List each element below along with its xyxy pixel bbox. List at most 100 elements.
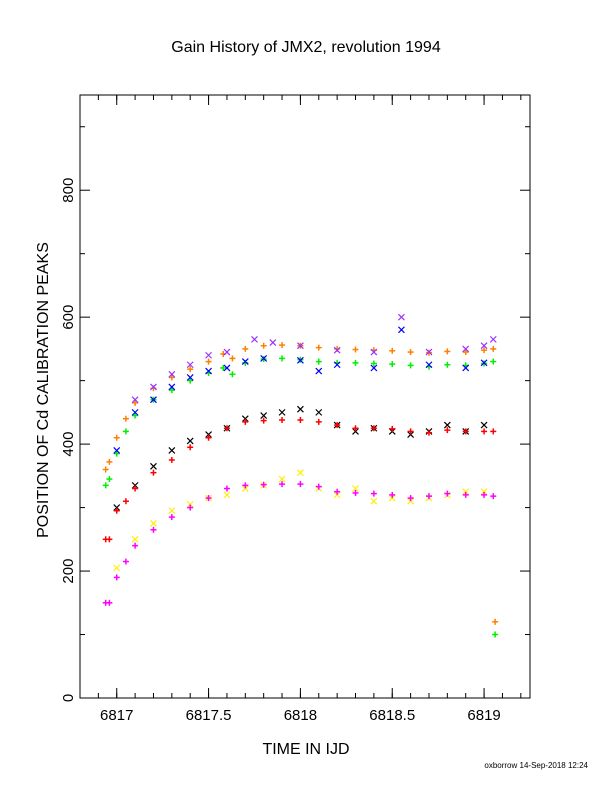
data-point xyxy=(186,374,194,381)
y-tick-label: 800 xyxy=(60,178,77,203)
data-point xyxy=(132,399,139,406)
data-point xyxy=(492,631,499,638)
data-point xyxy=(370,425,377,432)
data-point xyxy=(398,326,405,334)
data-point xyxy=(106,458,113,465)
data-point xyxy=(205,358,212,365)
data-point xyxy=(106,476,113,483)
data-point xyxy=(150,469,157,476)
y-tick-label: 200 xyxy=(60,559,77,584)
data-point xyxy=(186,500,194,508)
data-point xyxy=(370,364,378,372)
data-point xyxy=(223,485,230,492)
data-point xyxy=(370,490,377,497)
data-point xyxy=(352,359,359,366)
data-point xyxy=(187,504,194,511)
data-point xyxy=(122,558,129,565)
data-point xyxy=(106,536,113,543)
data-point xyxy=(251,335,258,343)
data-point xyxy=(407,497,415,505)
data-point xyxy=(132,542,139,549)
data-point xyxy=(425,348,433,356)
y-axis-ticks: 0 200 400 600 800 xyxy=(60,126,530,702)
data-point xyxy=(444,348,451,355)
data-point xyxy=(492,618,499,625)
data-point xyxy=(489,335,497,343)
data-point xyxy=(490,493,497,500)
data-point xyxy=(205,434,212,441)
data-point xyxy=(242,418,249,425)
data-point xyxy=(370,497,378,505)
data-point xyxy=(131,535,139,543)
data-point xyxy=(462,345,470,353)
data-point xyxy=(296,342,304,350)
x-axis-label: TIME IN IJD xyxy=(262,741,349,758)
data-point xyxy=(352,427,359,435)
data-point xyxy=(444,361,451,368)
data-point xyxy=(462,491,469,498)
data-point xyxy=(168,447,176,454)
data-point xyxy=(132,412,139,419)
data-point xyxy=(297,481,304,488)
data-point xyxy=(443,421,451,429)
x-axis-ticks: 6817 6817.5 6818 6818.5 6819 xyxy=(97,95,522,724)
data-point xyxy=(333,491,341,499)
data-points xyxy=(102,313,499,638)
data-point xyxy=(260,412,268,419)
data-point xyxy=(481,491,488,498)
data-point xyxy=(168,387,175,394)
data-point xyxy=(113,574,120,581)
data-point xyxy=(481,347,488,354)
data-point xyxy=(186,437,194,445)
data-point xyxy=(102,482,109,489)
data-point xyxy=(370,360,377,367)
y-tick-label: 0 xyxy=(60,694,77,702)
data-point xyxy=(113,447,121,454)
data-point xyxy=(278,408,286,416)
data-point xyxy=(223,364,231,372)
data-point xyxy=(150,396,157,404)
data-point xyxy=(352,489,359,496)
data-point xyxy=(131,481,139,489)
data-point xyxy=(260,342,267,349)
chart-title: Gain History of JMX2, revolution 1994 xyxy=(171,39,441,56)
data-point xyxy=(480,359,488,367)
data-point xyxy=(279,355,286,362)
data-point xyxy=(205,367,212,375)
data-point xyxy=(102,466,109,473)
data-point xyxy=(168,383,176,391)
data-point xyxy=(113,507,120,514)
data-point xyxy=(168,370,176,378)
data-point xyxy=(187,444,194,451)
data-point xyxy=(334,488,341,495)
data-point xyxy=(113,450,120,457)
data-point xyxy=(444,490,451,497)
data-point xyxy=(315,418,322,425)
data-point xyxy=(279,416,286,423)
data-point xyxy=(297,416,304,423)
data-point xyxy=(150,526,157,533)
data-point xyxy=(407,349,414,356)
data-point xyxy=(229,355,236,362)
data-point xyxy=(220,364,227,371)
data-point xyxy=(334,422,341,429)
data-point xyxy=(425,361,433,369)
data-point xyxy=(113,434,120,441)
data-point xyxy=(122,498,129,505)
data-point xyxy=(260,354,268,362)
data-point xyxy=(168,374,175,381)
data-point xyxy=(150,383,157,391)
data-point xyxy=(480,342,488,350)
data-point xyxy=(315,483,322,490)
data-point xyxy=(150,520,157,527)
data-point xyxy=(315,408,323,416)
data-point xyxy=(480,421,488,429)
data-point xyxy=(229,371,236,378)
data-point xyxy=(131,408,139,416)
data-point xyxy=(260,481,267,488)
data-point xyxy=(279,342,286,349)
data-point xyxy=(490,428,497,435)
data-point xyxy=(150,462,157,470)
data-point xyxy=(389,491,396,498)
data-point xyxy=(444,427,451,434)
